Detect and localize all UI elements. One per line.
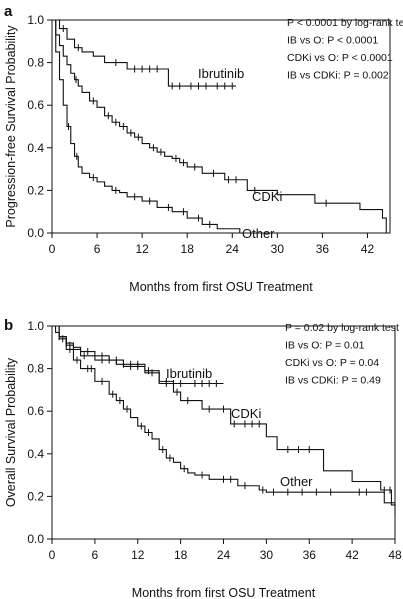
x-tick-label: 12 — [131, 548, 145, 562]
other-series-label: Other — [280, 474, 313, 489]
y-tick-label: 0.2 — [27, 183, 44, 197]
y-tick-label: 1.0 — [27, 13, 44, 27]
p-value-annotation: IB vs CDKi: P = 0.49 — [285, 375, 381, 387]
y-tick-label: 0.6 — [27, 404, 44, 418]
y-tick-label: 0.2 — [27, 489, 44, 503]
panel-a-pfs-chart: a 0 6 12 18 24 30 36 42 0.0 0.2 0.4 0.6 0.8 1.0 Months … — [4, 3, 403, 294]
x-tick-label: 42 — [345, 548, 359, 562]
y-tick-label: 1.0 — [27, 319, 44, 333]
x-tick-label: 42 — [361, 242, 375, 256]
cdki-series-label: CDKi — [252, 189, 282, 204]
ibrutinib-series-label: Ibrutinib — [166, 366, 212, 381]
x-tick-label: 0 — [49, 242, 56, 256]
y-tick-label: 0.8 — [27, 362, 44, 376]
panel-label: b — [4, 317, 13, 334]
y-tick-label: 0.6 — [27, 98, 44, 112]
p-value-annotation: CDKi vs O: P < 0.0001 — [287, 52, 393, 64]
p-value-annotation: IB vs O: P = 0.01 — [285, 340, 365, 352]
x-tick-label: 36 — [316, 242, 330, 256]
other-series-label: Other — [242, 226, 275, 241]
x-tick-label: 12 — [135, 242, 149, 256]
ibrutinib-series-label: Ibrutinib — [198, 66, 244, 81]
x-axis-title: Months from first OSU Treatment — [132, 586, 316, 599]
other-survival-curve — [52, 19, 241, 233]
p-value-annotation: IB vs CDKi: P = 0.002 — [287, 70, 389, 82]
x-axis-title: Months from first OSU Treatment — [129, 280, 313, 294]
panel-label: a — [4, 3, 13, 20]
cdki-series-label: CDKi — [231, 406, 261, 421]
panel-b-os-chart: b 0 6 12 18 24 30 36 42 48 0.0 0.2 0.4 0.6 0.8 1.0 Month… — [4, 317, 402, 599]
x-tick-label: 6 — [92, 548, 99, 562]
plot-frame — [51, 19, 391, 234]
x-tick-label: 36 — [303, 548, 317, 562]
x-tick-label: 6 — [94, 242, 101, 256]
y-tick-label: 0.4 — [27, 141, 44, 155]
p-value-annotation: P < 0.0001 by log-rank test — [287, 17, 403, 29]
other-survival-curve — [52, 325, 396, 508]
x-tick-label: 24 — [217, 548, 231, 562]
y-tick-label: 0.4 — [27, 447, 44, 461]
x-tick-label: 24 — [226, 242, 240, 256]
p-value-annotation: CDKi vs O: P = 0.04 — [285, 357, 379, 369]
x-tick-label: 18 — [181, 242, 195, 256]
cdki-survival-curve — [52, 325, 396, 516]
p-value-annotation: P = 0.02 by log-rank test — [285, 322, 399, 334]
y-axis-title: Overall Survival Probability — [4, 357, 18, 507]
ibrutinib-survival-curve — [52, 19, 237, 87]
x-tick-label: 30 — [271, 242, 285, 256]
x-tick-label: 30 — [260, 548, 274, 562]
x-tick-label: 48 — [388, 548, 402, 562]
y-tick-label: 0.8 — [27, 56, 44, 70]
x-tick-label: 0 — [49, 548, 56, 562]
y-tick-label: 0.0 — [27, 226, 44, 240]
y-tick-label: 0.0 — [27, 532, 44, 546]
p-value-annotation: IB vs O: P < 0.0001 — [287, 35, 378, 47]
y-axis-title: Progression-free Survival Probability — [4, 25, 18, 228]
x-tick-label: 18 — [174, 548, 188, 562]
cdki-survival-curve — [52, 19, 387, 233]
